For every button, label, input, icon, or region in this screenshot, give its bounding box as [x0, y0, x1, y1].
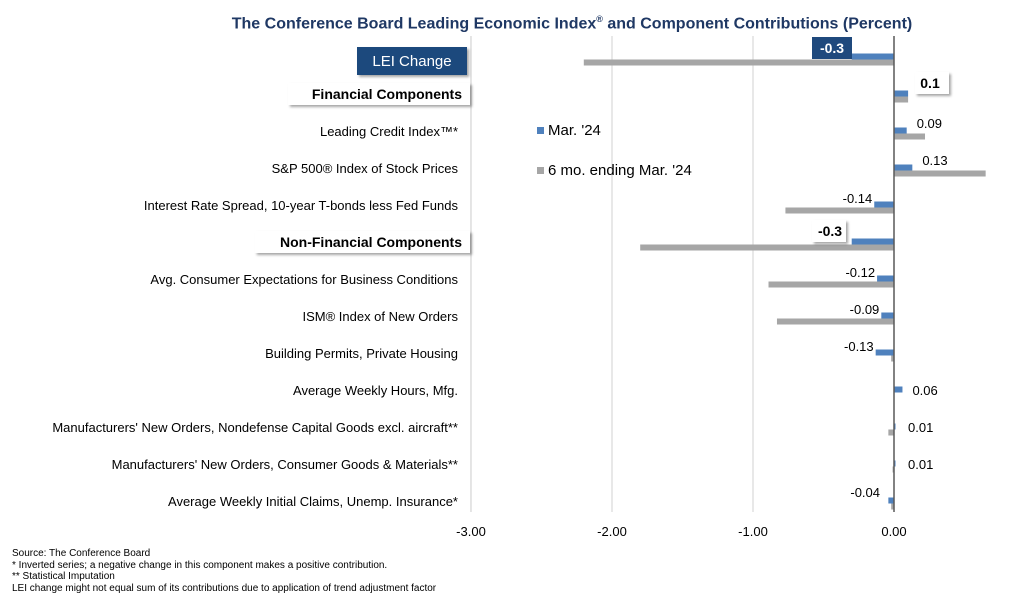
- group-value-box: -0.3: [812, 220, 846, 242]
- group-header-box: [254, 231, 470, 253]
- data-labels: -0.3 0.1 0.09 0.13 -0.14 -0.3 -0.12 -0.09 -0.13 0…: [812, 37, 949, 500]
- group-header-box: [288, 83, 470, 105]
- footnote-source: Source: The Conference Board: [12, 548, 151, 559]
- data-label-group: -0.3: [818, 223, 842, 239]
- bar-6mo: [640, 244, 894, 251]
- legend-label: Mar. '24: [548, 122, 601, 139]
- data-label: 0.06: [912, 383, 937, 398]
- lei-change-box-bg: [357, 47, 467, 75]
- data-label: -0.14: [843, 191, 873, 206]
- lei-change-box: LEI Change: [357, 47, 467, 75]
- data-label: 0.13: [922, 153, 947, 168]
- group-header: Non-Financial Components: [254, 231, 470, 253]
- group-value-box-bg: [915, 72, 949, 94]
- bar-6mo: [583, 59, 894, 66]
- gridlines: [470, 36, 754, 512]
- data-label: -0.09: [850, 302, 880, 317]
- chart-title: The Conference Board Leading Economic In…: [231, 14, 913, 33]
- x-tick-label: -1.00: [738, 524, 768, 539]
- category-label: Interest Rate Spread, 10-year T-bonds le…: [144, 198, 459, 213]
- bar-6mo: [776, 318, 894, 325]
- bar-mar-24: [851, 53, 894, 60]
- category-label: ISM® Index of New Orders: [302, 309, 458, 324]
- footnotes: Source: The Conference Board * Inverted …: [12, 548, 436, 594]
- bar-mar-24: [875, 349, 894, 356]
- category-label: Average Weekly Hours, Mfg.: [293, 383, 458, 398]
- bar-6mo: [785, 207, 894, 214]
- data-label-group: 0.1: [920, 75, 940, 91]
- x-tick-label: -3.00: [456, 524, 486, 539]
- group-value-box: 0.1: [915, 72, 949, 94]
- category-label: Avg. Consumer Expectations for Business …: [150, 272, 458, 287]
- legend-item: 6 mo. ending Mar. '24: [537, 162, 692, 179]
- data-label: -0.04: [850, 485, 880, 500]
- bars: [583, 53, 986, 510]
- legend-swatch: [537, 127, 544, 134]
- lei-change-label: LEI Change: [372, 53, 451, 70]
- legend: Mar. '24 6 mo. ending Mar. '24: [537, 122, 692, 179]
- bar-mar-24: [888, 497, 894, 504]
- category-label: Building Permits, Private Housing: [265, 346, 458, 361]
- bar-6mo: [894, 170, 986, 177]
- bar-6mo: [888, 429, 894, 436]
- data-label: 0.09: [917, 116, 942, 131]
- bar-6mo: [894, 96, 909, 103]
- data-label-lei: -0.3: [820, 40, 844, 56]
- bar-mar-24: [881, 312, 894, 319]
- bar-6mo: [891, 355, 894, 362]
- chart-area: -3.00 -2.00 -1.00 0.00 LEI Change Financial …: [52, 36, 986, 539]
- data-label: -0.12: [845, 265, 875, 280]
- category-label: Leading Credit Index™*: [320, 124, 458, 139]
- legend-swatch: [537, 167, 544, 174]
- x-tick-label: -2.00: [597, 524, 627, 539]
- category-label: S&P 500® Index of Stock Prices: [272, 161, 459, 176]
- footnote-inverted: * Inverted series; a negative change in …: [12, 559, 388, 571]
- bar-6mo: [768, 281, 894, 288]
- bar-mar-24: [894, 386, 903, 393]
- group-header-label: Non-Financial Components: [280, 234, 462, 250]
- legend-label: 6 mo. ending Mar. '24: [548, 162, 692, 179]
- x-tick-label: 0.00: [881, 524, 906, 539]
- footnote-imputation: ** Statistical Imputation: [12, 571, 115, 582]
- legend-item: Mar. '24: [537, 122, 601, 139]
- group-value-box-bg: [812, 220, 846, 242]
- bar-6mo: [894, 133, 926, 140]
- group-header: Financial Components: [288, 83, 470, 105]
- bar-mar-24: [894, 90, 909, 97]
- category-label: Manufacturers' New Orders, Nondefense Ca…: [52, 420, 458, 435]
- data-label: 0.01: [908, 457, 933, 472]
- bar-mar-24: [851, 238, 894, 245]
- data-label: -0.13: [844, 339, 874, 354]
- category-label: Average Weekly Initial Claims, Unemp. In…: [168, 494, 458, 509]
- lei-value-box-bg: [812, 37, 852, 59]
- bar-mar-24: [894, 164, 913, 171]
- axis: -3.00 -2.00 -1.00 0.00: [456, 36, 907, 539]
- data-label: 0.01: [908, 420, 933, 435]
- group-header-label: Financial Components: [312, 86, 462, 102]
- lei-value-box: -0.3: [812, 37, 852, 59]
- category-label: Manufacturers' New Orders, Consumer Good…: [112, 457, 458, 472]
- bar-mar-24: [894, 127, 907, 134]
- bar-6mo: [891, 503, 894, 510]
- bar-mar-24: [877, 275, 894, 282]
- bar-mar-24: [874, 201, 894, 208]
- footnote-trend: LEI change might not equal sum of its co…: [12, 582, 437, 594]
- category-labels: LEI Change Financial Components Leading Cr…: [52, 47, 470, 509]
